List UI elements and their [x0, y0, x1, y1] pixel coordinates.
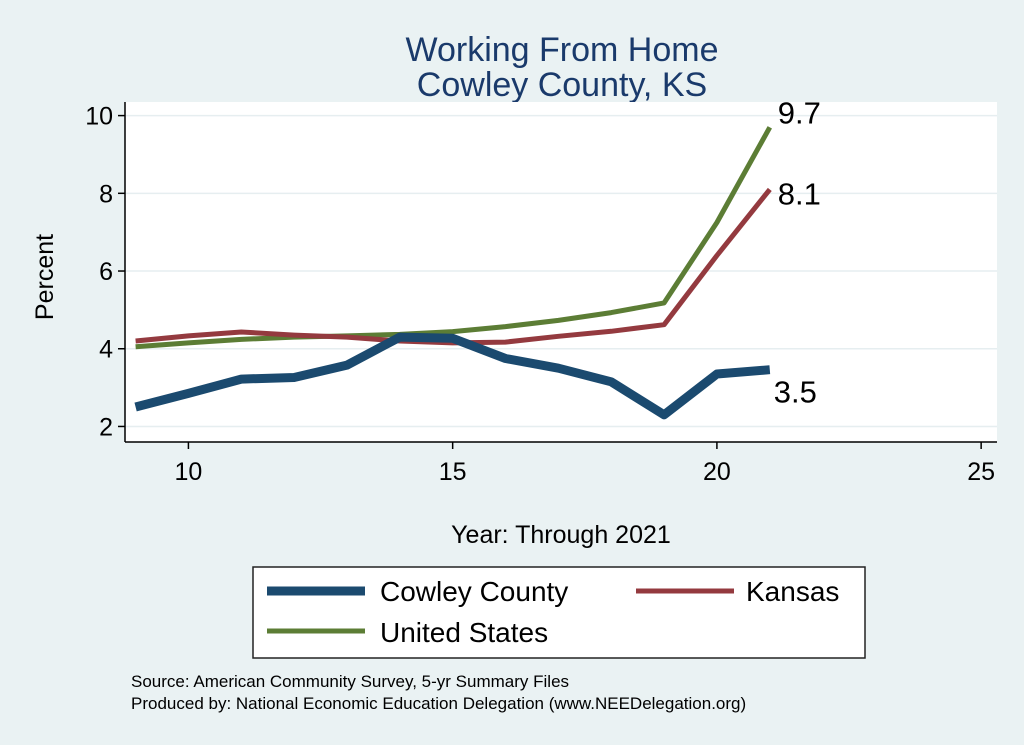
y-axis-title: Percent	[31, 234, 59, 320]
x-axis-title: Year: Through 2021	[451, 521, 671, 549]
legend-label-kansas: Kansas	[746, 576, 839, 607]
legend: Cowley County Kansas United States	[252, 566, 866, 659]
y-tick-label-6: 6	[99, 258, 113, 286]
source-note: Source: American Community Survey, 5-yr …	[131, 672, 569, 691]
series-line-united-states	[135, 126, 772, 350]
x-tick-label-25: 25	[967, 458, 995, 486]
plot-area	[125, 102, 997, 442]
legend-label-united-states: United States	[380, 617, 548, 648]
producer-note: Produced by: National Economic Education…	[131, 694, 746, 713]
series-line-cowley-county	[134, 332, 771, 420]
x-tick-label-15: 15	[439, 458, 467, 486]
end-labels: 3.5 8.1 9.7	[774, 95, 821, 409]
x-tick-label-10: 10	[175, 458, 203, 486]
end-label-cowley-county: 3.5	[774, 375, 817, 410]
legend-box	[252, 566, 866, 659]
y-tick-label-8: 8	[99, 180, 113, 208]
x-tick-label-20: 20	[703, 458, 731, 486]
y-tick-label-10: 10	[85, 103, 113, 131]
y-tick-label-4: 4	[99, 336, 113, 364]
end-label-united-states: 9.7	[778, 95, 821, 130]
chart-title-line-1: Working From Home	[406, 31, 719, 69]
gridlines	[125, 114, 997, 428]
series-lines	[134, 126, 772, 420]
chart-title-line-2: Cowley County, KS	[417, 66, 707, 104]
end-label-kansas: 8.1	[778, 176, 821, 211]
legend-label-cowley-county: Cowley County	[380, 576, 568, 607]
axes: 2 4 6 8 10 10 15 20 25	[85, 102, 997, 486]
y-tick-label-2: 2	[99, 413, 113, 441]
